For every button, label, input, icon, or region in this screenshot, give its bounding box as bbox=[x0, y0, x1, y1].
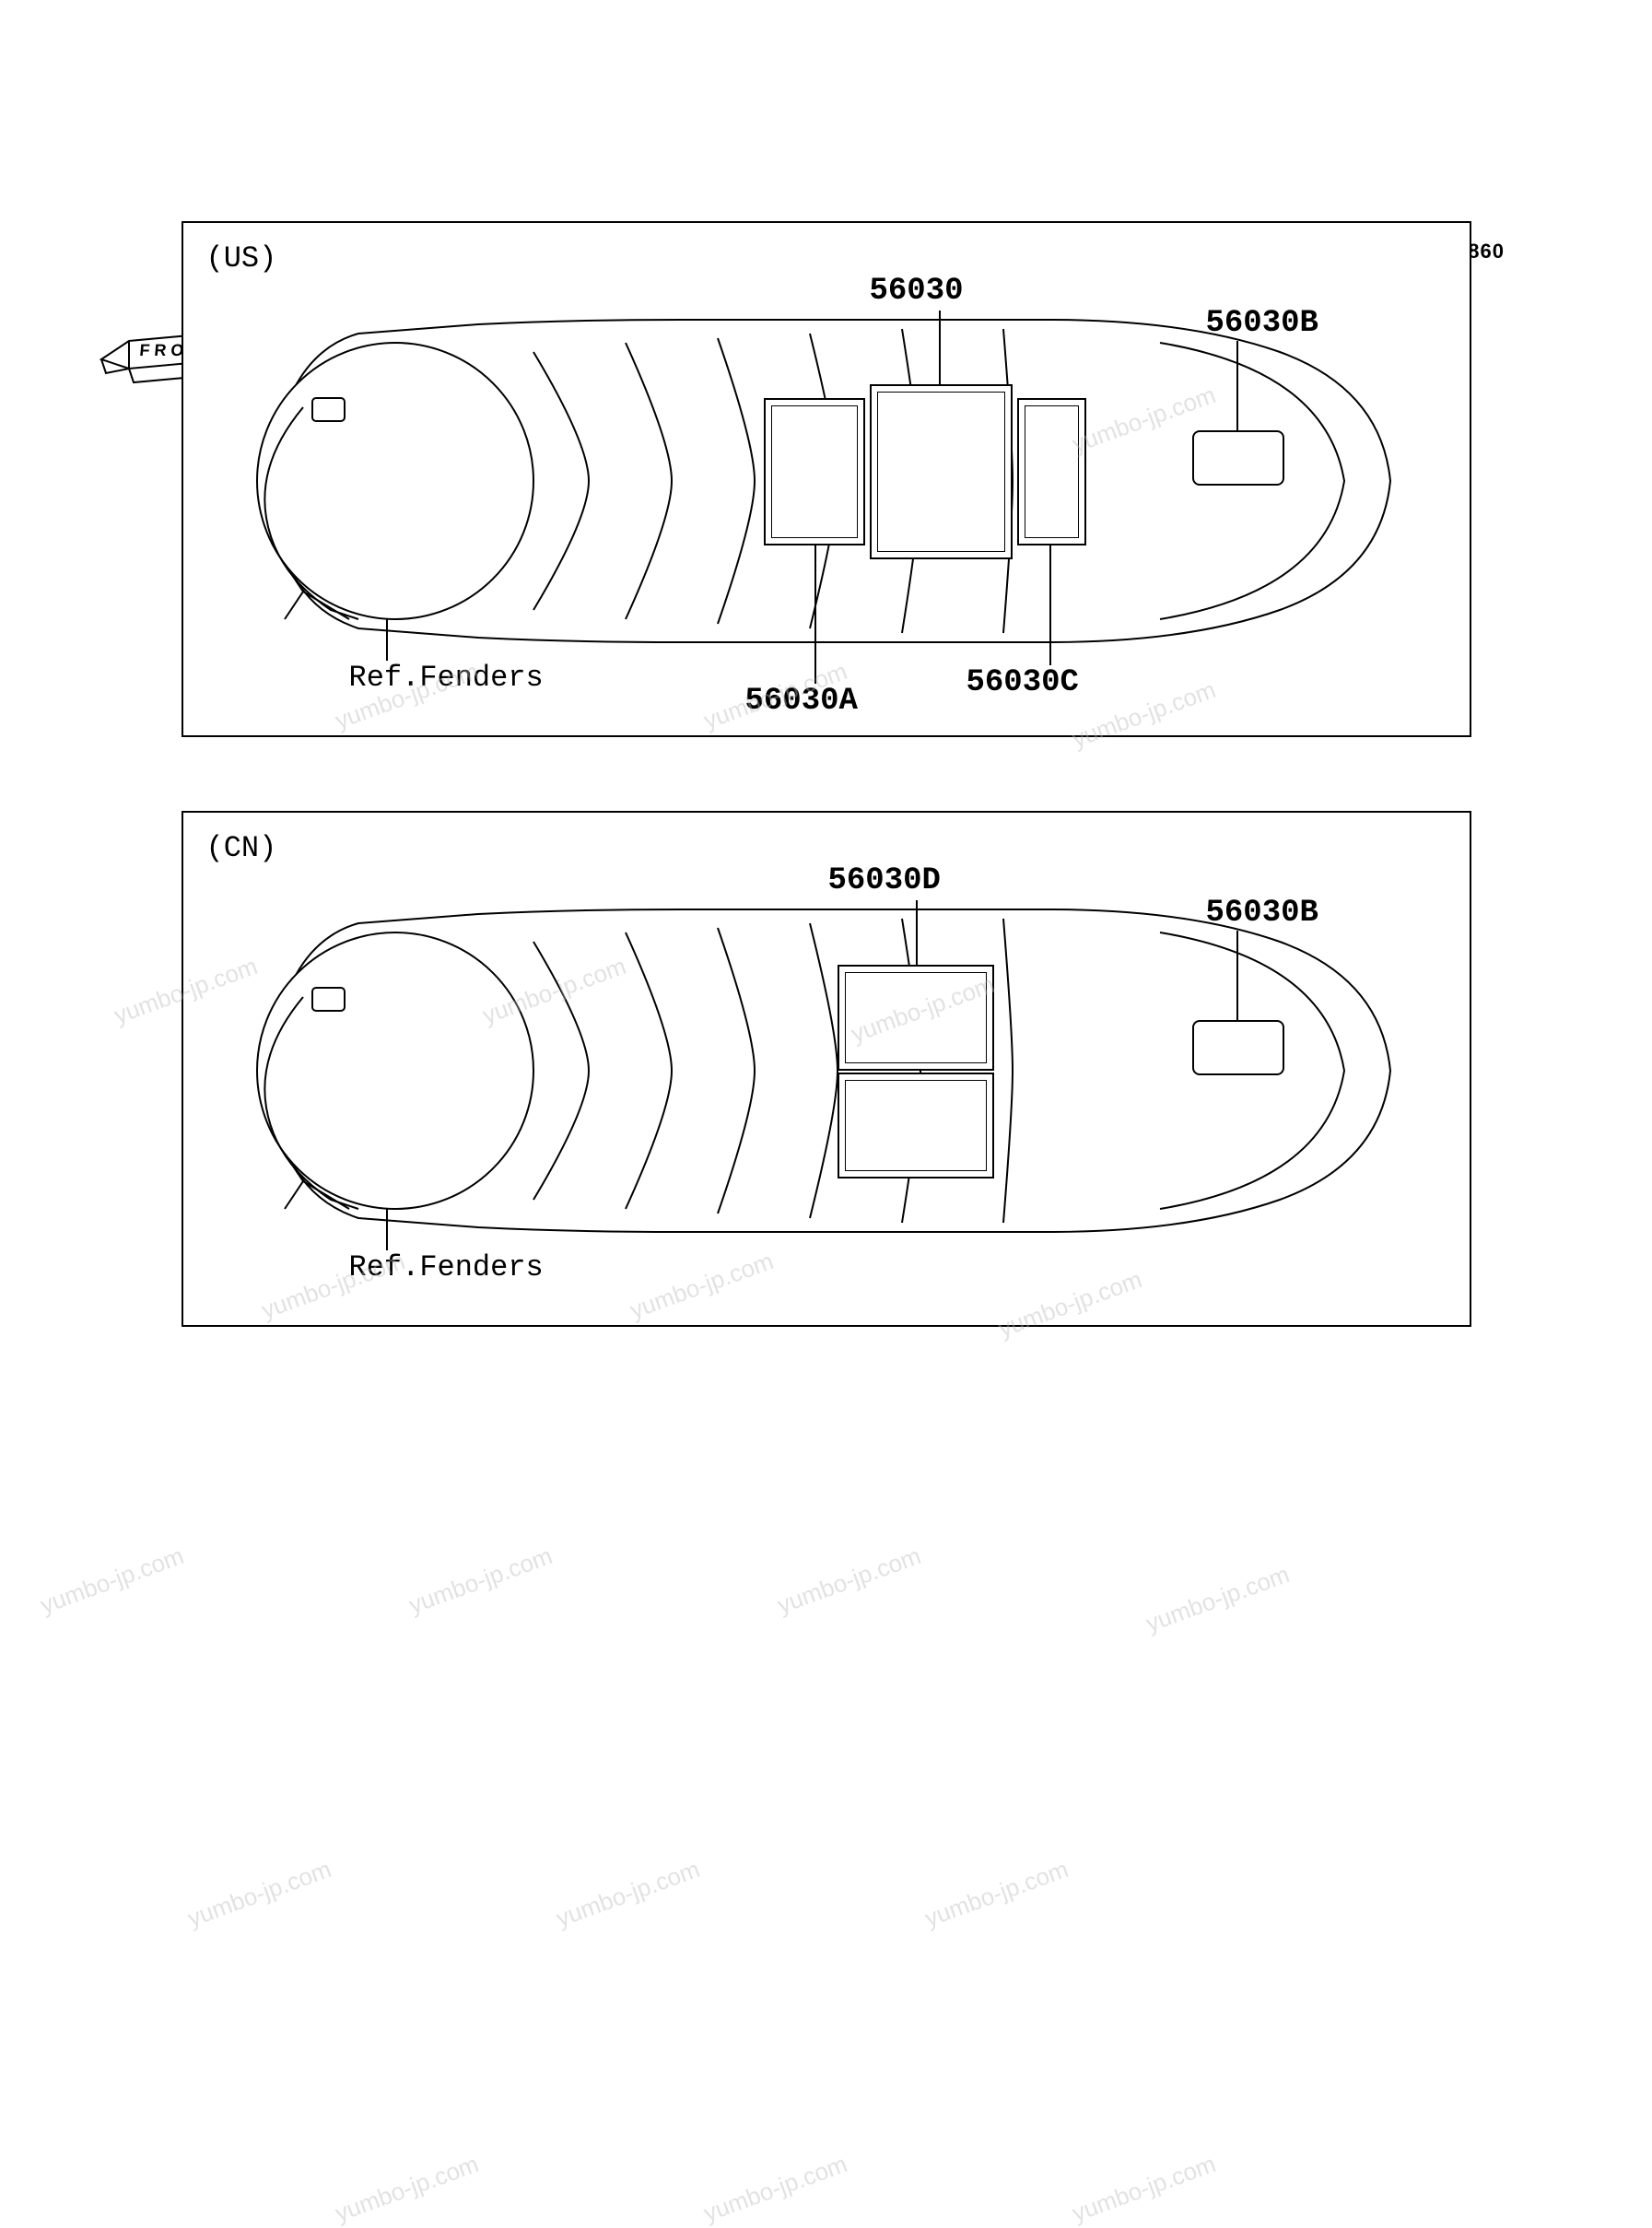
watermark: yumbo-jp.com bbox=[184, 1855, 335, 1933]
watermark: yumbo-jp.com bbox=[774, 1542, 925, 1620]
callout-56030b-cn: 56030B bbox=[1206, 896, 1318, 931]
watermark: yumbo-jp.com bbox=[700, 2150, 851, 2228]
panel-cn-label: (CN) bbox=[206, 831, 277, 865]
ref-fenders-cn: Ref.Fenders bbox=[349, 1250, 544, 1284]
watermark: yumbo-jp.com bbox=[553, 1855, 704, 1933]
label-box-cn-3 bbox=[1192, 1020, 1284, 1075]
label-box-4 bbox=[1192, 430, 1284, 486]
label-box-cn-2 bbox=[838, 1073, 994, 1178]
page-container: F2860 F R O N T (US) bbox=[74, 221, 1578, 1327]
label-box-1 bbox=[764, 398, 865, 545]
callout-56030: 56030 bbox=[870, 274, 964, 309]
label-box-2 bbox=[870, 384, 1013, 559]
watermark: yumbo-jp.com bbox=[1069, 2150, 1220, 2228]
label-box-3 bbox=[1017, 398, 1086, 545]
panel-cn: (CN) bbox=[182, 811, 1471, 1327]
watermark: yumbo-jp.com bbox=[1142, 1560, 1294, 1638]
callout-56030a: 56030A bbox=[745, 684, 858, 719]
callout-56030c: 56030C bbox=[967, 665, 1079, 700]
watermark: yumbo-jp.com bbox=[332, 2150, 483, 2228]
watermark: yumbo-jp.com bbox=[921, 1855, 1072, 1933]
callout-56030d: 56030D bbox=[828, 863, 941, 898]
watermark: yumbo-jp.com bbox=[405, 1542, 557, 1620]
ref-fenders-us: Ref.Fenders bbox=[349, 661, 544, 695]
diagram-area: (US) bbox=[74, 221, 1578, 1327]
label-box-cn-1 bbox=[838, 965, 994, 1071]
panel-us: (US) bbox=[182, 221, 1471, 737]
watermark: yumbo-jp.com bbox=[37, 1542, 188, 1620]
panel-us-label: (US) bbox=[206, 241, 277, 276]
callout-56030b: 56030B bbox=[1206, 306, 1318, 341]
